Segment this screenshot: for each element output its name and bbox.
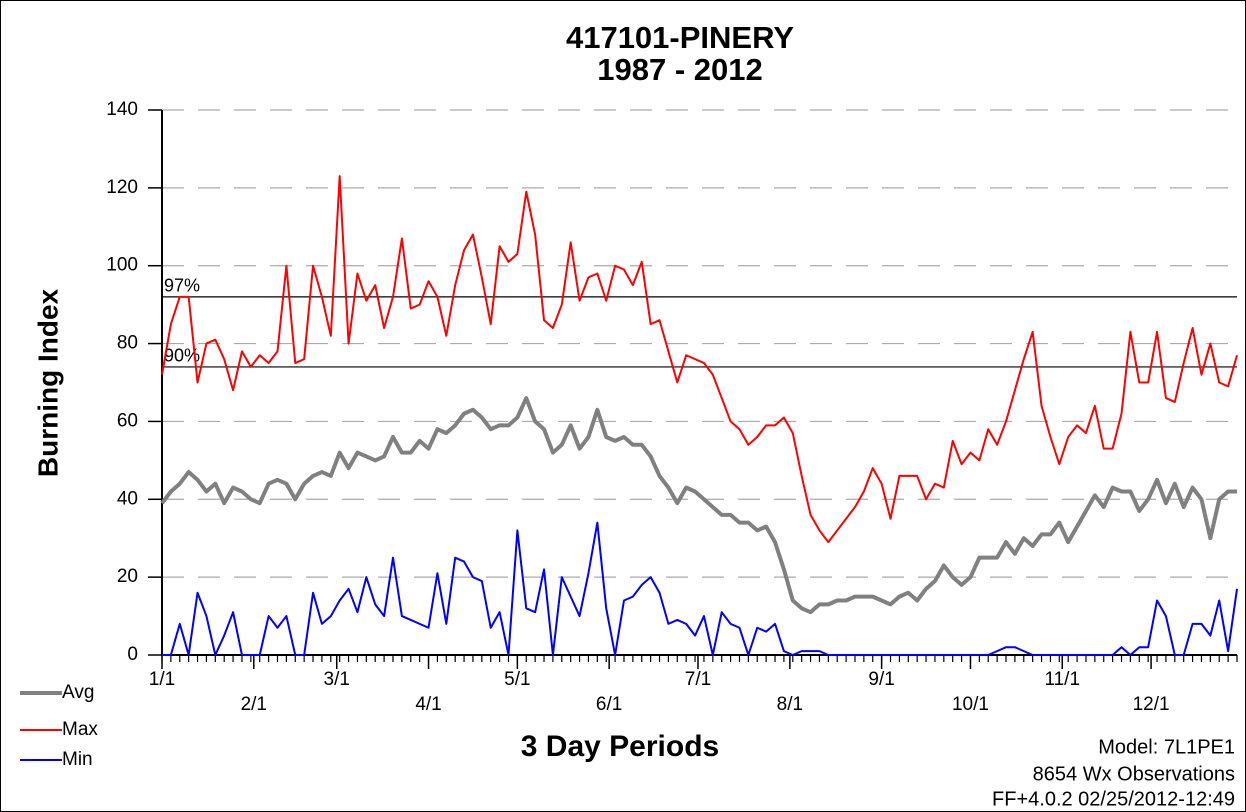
x-tick-label: 9/1 [868,669,894,690]
y-tick-label: 120 [106,177,138,198]
y-tick-label: 40 [117,488,138,509]
reference-label: 90% [164,346,200,366]
x-axis-label: 3 Day Periods [521,730,719,763]
x-tick-label: 1/1 [149,669,175,690]
y-tick-label: 60 [117,410,138,431]
x-tick-label: 7/1 [685,669,711,690]
reference-label: 97% [164,276,200,296]
y-tick-label: 100 [106,255,138,276]
x-tick-label: 4/1 [415,694,441,715]
note: Model: 7L1PE1 [1098,736,1235,758]
legend-label: Min [62,749,93,770]
chart-subtitle: 1987 - 2012 [597,52,762,87]
y-tick-label: 140 [106,99,138,120]
y-tick-label: 20 [117,566,138,587]
legend-label: Max [62,719,98,740]
x-tick-label: 12/1 [1133,694,1170,715]
note: 8654 Wx Observations [1033,763,1235,785]
series-line [160,396,1237,615]
y-axis-label: Burning Index [32,288,63,477]
y-tick-label: 0 [127,644,138,665]
legend-label: Avg [62,682,94,703]
x-tick-label: 8/1 [777,694,803,715]
series-line [161,175,1238,544]
chart-title: 417101-PINERY [566,20,794,55]
x-tick-label: 10/1 [952,694,989,715]
series-line [162,521,1238,656]
x-tick-label: 6/1 [596,694,622,715]
x-tick-label: 11/1 [1044,669,1080,690]
note: FF+4.0.2 02/25/2012-12:49 [992,788,1235,810]
x-tick-label: 3/1 [324,669,350,690]
x-tick-label: 5/1 [504,669,530,690]
y-tick-label: 80 [117,333,138,354]
x-tick-label: 2/1 [241,694,267,715]
